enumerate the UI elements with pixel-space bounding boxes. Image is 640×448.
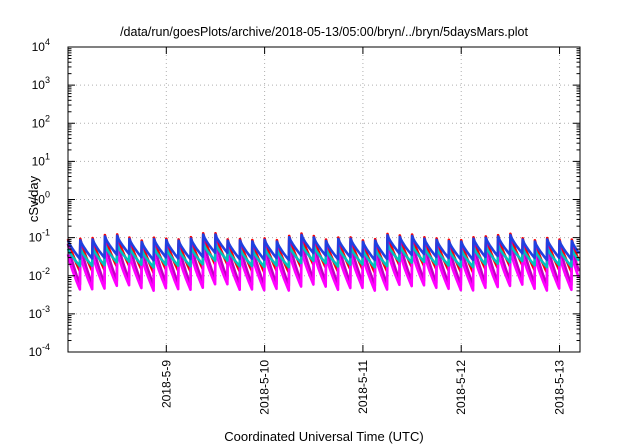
y-tick-label: 103	[32, 75, 50, 92]
series-group	[66, 232, 581, 292]
y-axis-title: cSv/day	[26, 175, 41, 222]
x-tick-label: 2018-5-10	[258, 360, 272, 415]
y-tick-label: 100	[32, 190, 50, 207]
x-axis-title: Coordinated Universal Time (UTC)	[224, 429, 423, 444]
y-tick-label: 10-4	[29, 342, 50, 359]
x-tick-label: 2018-5-11	[356, 360, 370, 414]
y-tick-label: 102	[32, 113, 50, 130]
series-line	[66, 242, 581, 269]
grid	[68, 47, 580, 352]
x-tick-label: 2018-5-13	[553, 360, 567, 415]
x-tick-label: 2018-5-9	[159, 360, 173, 408]
y-tick-label: 101	[32, 151, 50, 168]
y-tick-label: 10-3	[29, 304, 50, 321]
series-line	[66, 247, 581, 292]
y-tick-label: 10-2	[29, 266, 50, 283]
y-axis: 10-4 10-3 10-2 10-1 100 101 102 103 104	[29, 37, 580, 359]
series-line	[66, 233, 581, 262]
x-axis: 2018-5-9 2018-5-10 2018-5-11 2018-5-12 2018-…	[159, 47, 567, 415]
y-tick-label: 104	[32, 37, 50, 54]
chart-title: /data/run/goesPlots/archive/2018-05-13/0…	[120, 25, 528, 39]
x-tick-label: 2018-5-12	[454, 360, 468, 415]
y-tick-label: 10-1	[29, 228, 50, 245]
